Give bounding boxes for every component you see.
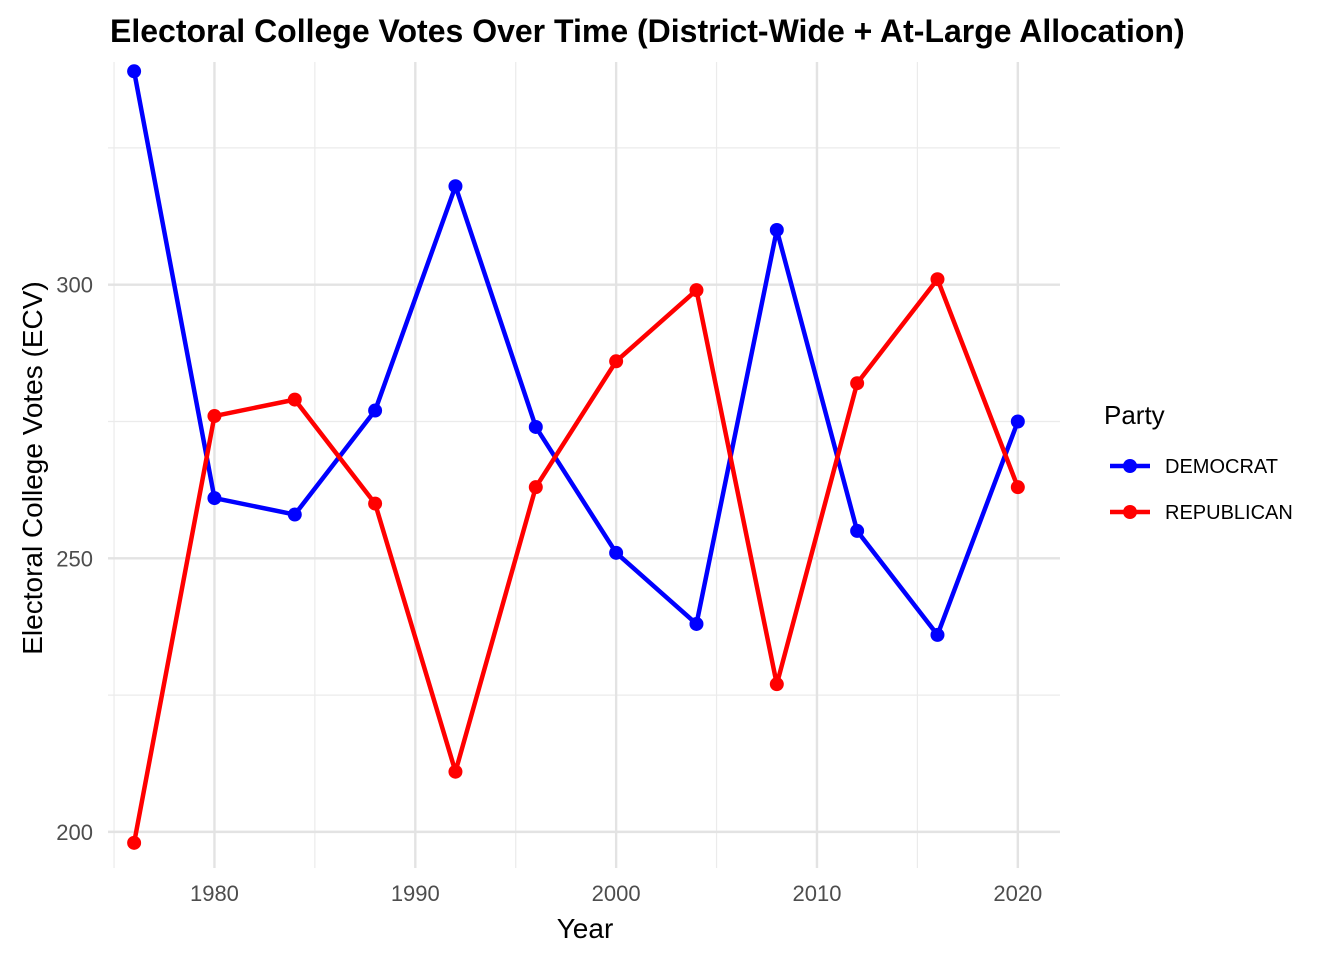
x-tick-label: 2020	[993, 881, 1042, 906]
x-tick-label: 2010	[793, 881, 842, 906]
series-layer	[127, 64, 1025, 850]
data-point-republican	[207, 409, 222, 424]
data-point-republican	[609, 354, 624, 369]
y-axis-title: Electoral College Votes (ECV)	[17, 281, 48, 655]
x-tick-label: 2000	[592, 881, 641, 906]
data-point-democrat	[689, 616, 704, 631]
data-point-republican	[448, 764, 463, 779]
series-line-republican	[131, 276, 1021, 846]
y-tick-label: 200	[56, 820, 93, 845]
data-point-republican	[287, 392, 302, 407]
data-point-republican	[368, 496, 383, 511]
data-point-democrat	[609, 545, 624, 560]
x-tick-label: 1990	[391, 881, 440, 906]
data-point-republican	[1010, 480, 1025, 495]
data-point-democrat	[930, 627, 945, 642]
data-point-democrat	[769, 222, 784, 237]
chart-title: Electoral College Votes Over Time (Distr…	[110, 13, 1185, 49]
grid	[108, 62, 1060, 868]
data-point-republican	[769, 677, 784, 692]
data-point-democrat	[368, 403, 383, 418]
data-point-democrat	[1010, 414, 1025, 429]
data-point-republican	[930, 272, 945, 287]
data-point-democrat	[448, 179, 463, 194]
data-point-democrat	[528, 419, 543, 434]
legend-label-republican: REPUBLICAN	[1165, 502, 1293, 524]
y-tick-label: 250	[56, 546, 93, 571]
y-tick-label: 300	[56, 273, 93, 298]
legend-title: Party	[1104, 400, 1165, 430]
data-point-republican	[850, 376, 865, 391]
data-point-republican	[689, 283, 704, 298]
x-tick-label: 1980	[190, 881, 239, 906]
legend-key-point-republican	[1123, 505, 1137, 519]
axes: 1980 1990 2000 2010 2020 200 250 300	[56, 273, 1042, 906]
data-point-republican	[528, 480, 543, 495]
series-line-democrat	[131, 69, 1021, 638]
data-point-democrat	[207, 491, 222, 506]
legend-label-democrat: DEMOCRAT	[1165, 456, 1278, 478]
data-point-democrat	[850, 523, 865, 538]
legend-key-point-democrat	[1123, 459, 1137, 473]
data-point-democrat	[127, 64, 142, 79]
data-point-republican	[127, 835, 142, 850]
x-axis-title: Year	[557, 913, 614, 944]
legend: Party DEMOCRAT REPUBLICAN	[1104, 400, 1293, 524]
data-point-democrat	[287, 507, 302, 522]
